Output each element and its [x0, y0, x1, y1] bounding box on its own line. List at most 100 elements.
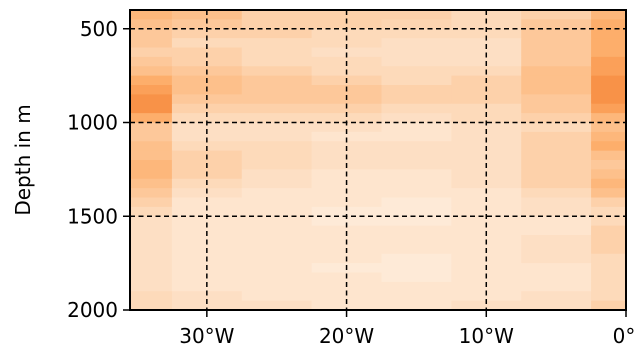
heatmap-cell	[171, 38, 243, 49]
heatmap-cell	[591, 141, 626, 152]
heatmap-cell	[381, 216, 452, 227]
heatmap-cell	[591, 94, 626, 105]
heatmap-cell	[130, 141, 173, 152]
heatmap-cell	[241, 122, 313, 133]
heatmap-cell	[521, 75, 592, 86]
heatmap-cell	[451, 291, 522, 302]
heatmap-cell	[241, 300, 313, 310]
heatmap-cell	[381, 235, 452, 245]
heatmap-cell	[241, 169, 313, 180]
heatmap-cell	[381, 75, 452, 86]
heatmap-cell	[130, 113, 173, 124]
heatmap-cell	[521, 188, 592, 199]
heatmap-cell	[311, 19, 383, 30]
heatmap-cell	[311, 28, 383, 39]
heatmap-cell	[171, 300, 243, 310]
heatmap-cell	[591, 263, 626, 274]
heatmap-cell	[130, 28, 173, 39]
heatmap-cell	[130, 169, 173, 180]
x-tick-label: 0°	[613, 324, 636, 348]
heatmap-cell	[521, 225, 592, 236]
heatmap-cell	[591, 216, 626, 227]
heatmap-cell	[311, 113, 383, 124]
heatmap-cell	[130, 225, 173, 236]
heatmap-cell	[521, 10, 592, 20]
heatmap-cell	[521, 291, 592, 302]
heatmap-cell	[130, 56, 173, 67]
x-tick-label: 30°W	[179, 324, 234, 348]
heatmap-cell	[381, 103, 452, 114]
heatmap-cell	[241, 206, 313, 217]
y-tick-label: 500	[80, 17, 118, 41]
heatmap-cell	[130, 300, 173, 310]
axis-ticks: 30°W 20°W 10°W 0° 500 1000 1500 2000	[67, 17, 635, 348]
heatmap-cell	[241, 178, 313, 189]
heatmap-cell	[130, 131, 173, 142]
heatmap-cell	[591, 28, 626, 39]
heatmap-cell	[591, 66, 626, 77]
heatmap-cell	[381, 141, 452, 152]
heatmap-cell	[521, 150, 592, 161]
heatmap-cell	[171, 103, 243, 114]
heatmap-cell	[521, 235, 592, 245]
heatmap-cell	[130, 122, 173, 133]
heatmap-cell	[451, 113, 522, 124]
heatmap-cell	[591, 253, 626, 264]
heatmap-cell	[591, 235, 626, 245]
heatmap-cell	[591, 85, 626, 95]
heatmap-cell	[241, 94, 313, 105]
heatmap-cell	[591, 197, 626, 208]
heatmap-cell	[451, 216, 522, 227]
heatmap-cell	[521, 178, 592, 189]
heatmap-cell	[381, 47, 452, 58]
heatmap-cell	[241, 225, 313, 236]
heatmap-cell	[241, 291, 313, 302]
heatmap-cell	[521, 122, 592, 133]
heatmap-cell	[241, 75, 313, 86]
heatmap-cell	[130, 160, 173, 170]
heatmap-cell	[381, 263, 452, 274]
heatmap-cell	[311, 225, 383, 236]
heatmap-cell	[521, 85, 592, 95]
heatmap-cell	[241, 281, 313, 292]
heatmap-cell	[130, 75, 173, 86]
heatmap-cell	[171, 216, 243, 227]
heatmap-cell	[241, 19, 313, 30]
heatmap-cell	[381, 225, 452, 236]
heatmap-cell	[171, 28, 243, 39]
heatmap-cell	[130, 263, 173, 274]
heatmap-cell	[521, 197, 592, 208]
heatmap-cell	[130, 244, 173, 255]
heatmap-cell	[591, 300, 626, 310]
heatmap-cell	[381, 281, 452, 292]
heatmap-cell	[311, 122, 383, 133]
heatmap-cell	[241, 272, 313, 283]
heatmap-cell	[381, 197, 452, 208]
heatmap-cell	[521, 56, 592, 67]
heatmap-cell	[381, 300, 452, 310]
heatmap-cell	[130, 197, 173, 208]
heatmap-cell	[130, 281, 173, 292]
heatmap-cell	[241, 141, 313, 152]
heatmap-cell	[591, 113, 626, 124]
heatmap-cell	[521, 272, 592, 283]
heatmap-cell	[381, 28, 452, 39]
heatmap-cell	[381, 244, 452, 255]
heatmap-cell	[241, 103, 313, 114]
heatmap-cell	[381, 178, 452, 189]
heatmap-cell	[381, 56, 452, 67]
heatmap-cell	[130, 10, 173, 20]
heatmap-cell	[381, 113, 452, 124]
heatmap-cell	[130, 85, 173, 95]
heatmap-cell	[591, 131, 626, 142]
heatmap-cell	[130, 291, 173, 302]
heatmap-cell	[451, 197, 522, 208]
grid-lines	[130, 10, 626, 310]
heatmap-cell	[591, 291, 626, 302]
heatmap-cell	[381, 169, 452, 180]
heatmap-cell	[241, 150, 313, 161]
heatmap-cell	[241, 85, 313, 95]
x-tick-label: 20°W	[319, 324, 374, 348]
heatmap-cell	[521, 19, 592, 30]
heatmap-cell	[451, 103, 522, 114]
